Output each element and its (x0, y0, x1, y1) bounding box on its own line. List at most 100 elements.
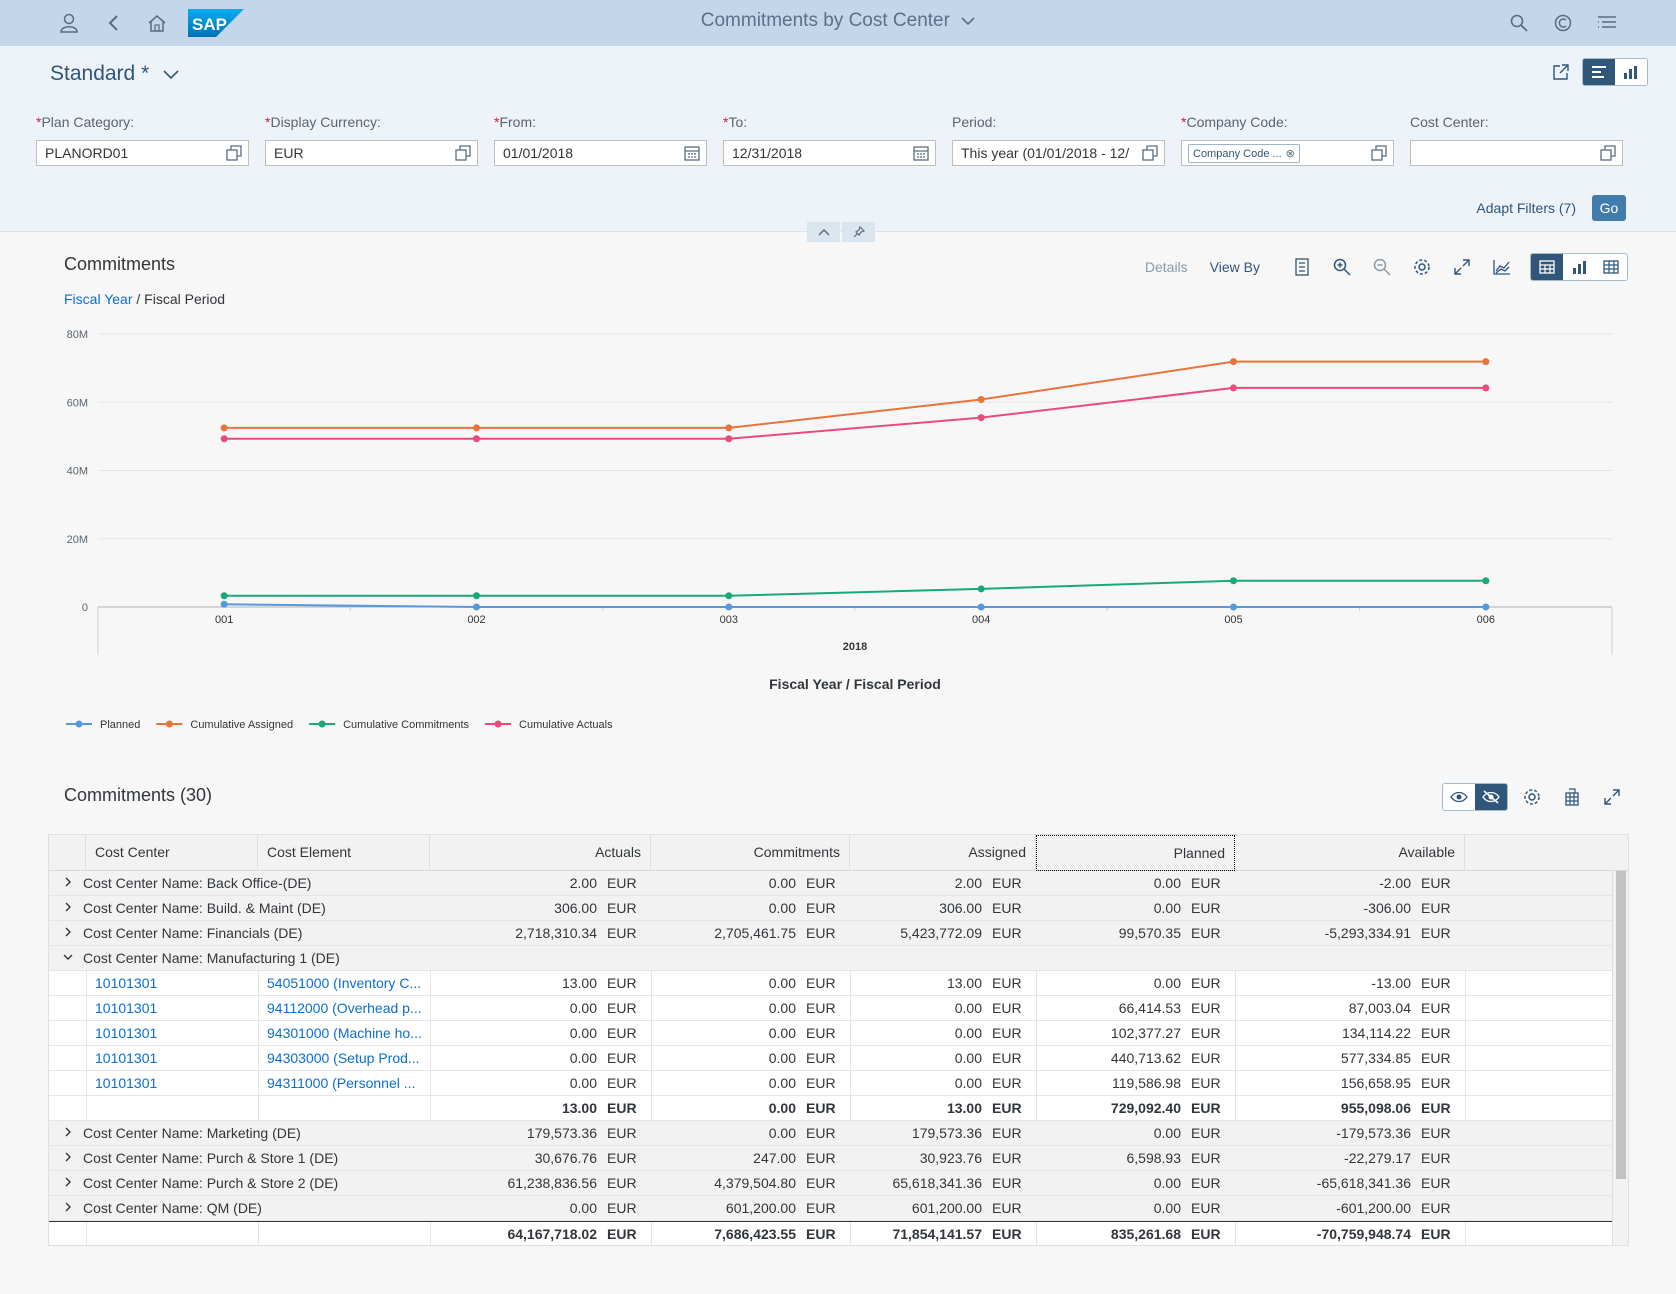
cost-center-link[interactable]: 10101301 (95, 1050, 158, 1066)
column-header-assigned[interactable]: Assigned (850, 835, 1036, 871)
zoom-in-icon[interactable] (1322, 254, 1362, 280)
display-currency-input[interactable]: EUR (265, 140, 478, 166)
group-row[interactable]: Cost Center Name: Purch & Store 1 (DE) 30… (49, 1146, 1612, 1171)
value-help-icon[interactable] (1142, 145, 1158, 161)
subtotal-row[interactable]: 13.00 EUR 0.00 EUR 13.00 EUR 729,092.40 EUR 955,… (49, 1096, 1612, 1121)
value-help-icon[interactable] (1600, 145, 1616, 161)
column-header-commitments[interactable]: Commitments (651, 835, 850, 871)
drill-link-fiscal-year[interactable]: Fiscal Year (64, 291, 133, 307)
expand-chevron-icon[interactable] (61, 900, 75, 914)
group-row[interactable]: Cost Center Name: Build. & Maint (DE) 306… (49, 896, 1612, 921)
group-row[interactable]: Cost Center Name: Back Office-(DE) 2.00 EU… (49, 871, 1612, 896)
group-row[interactable]: Cost Center Name: Financials (DE) 2,718,3… (49, 921, 1612, 946)
zoom-out-icon[interactable] (1362, 254, 1402, 280)
value-help-icon[interactable] (455, 145, 471, 161)
cost-center-link[interactable]: 10101301 (95, 1000, 158, 1016)
collapse-chevron-icon[interactable] (61, 950, 75, 964)
expand-chevron-icon[interactable] (61, 875, 75, 889)
chart-table-view-icon[interactable] (1531, 254, 1563, 280)
assigned-value: 0.00 (954, 1000, 982, 1016)
row-selector-header[interactable] (49, 835, 86, 871)
app-title[interactable]: Commitments by Cost Center (0, 10, 1676, 32)
grand-total-row[interactable]: 64,167,718.02 EUR 7,686,423.55 EUR 71,854,14… (49, 1221, 1612, 1245)
cost-center-link[interactable]: 10101301 (95, 975, 158, 991)
table-only-view-icon[interactable] (1595, 254, 1627, 280)
hide-details-icon[interactable] (1475, 784, 1507, 810)
view-by-button[interactable]: View By (1209, 259, 1260, 275)
calendar-icon[interactable] (684, 145, 700, 161)
export-icon[interactable] (1556, 784, 1588, 810)
cell-divider (1465, 996, 1466, 1020)
variant-selector[interactable]: Standard * (50, 62, 179, 86)
table-row[interactable]: 10101301 94311000 (Personnel ... 0.00 EUR 0.… (49, 1071, 1612, 1096)
cost-element-link[interactable]: 94112000 (Overhead p... (267, 1000, 422, 1016)
cost-center-link[interactable]: 10101301 (95, 1075, 158, 1091)
show-details-icon[interactable] (1443, 784, 1475, 810)
table-row[interactable]: 10101301 94301000 (Machine ho... 0.00 EUR 0.… (49, 1021, 1612, 1046)
to-date-input[interactable]: 12/31/2018 (723, 140, 936, 166)
column-header-planned[interactable]: Planned (1036, 835, 1235, 871)
currency-label: EUR (992, 1125, 1022, 1141)
cost-element-link[interactable]: 94311000 (Personnel ... (267, 1075, 416, 1091)
scrollbar-thumb[interactable] (1616, 871, 1626, 1179)
cost-element-link[interactable]: 94303000 (Setup Prod... (267, 1050, 420, 1066)
company-code-input[interactable]: Company Code ... ⊗ (1181, 140, 1394, 166)
value-help-icon[interactable] (226, 145, 242, 161)
fullscreen-icon[interactable] (1442, 254, 1482, 280)
company-code-field: *Company Code: Company Code ... ⊗ (1181, 114, 1394, 166)
adapt-filters-button[interactable]: Adapt Filters (7) (1476, 200, 1576, 216)
share-icon[interactable] (1546, 59, 1576, 85)
from-date-input[interactable]: 01/01/2018 (494, 140, 707, 166)
go-button[interactable]: Go (1592, 195, 1626, 221)
value-help-icon[interactable] (1371, 145, 1387, 161)
plan-category-input[interactable]: PLANORD01 (36, 140, 249, 166)
vertical-scrollbar[interactable] (1612, 871, 1628, 1245)
currency-label: EUR (1191, 1200, 1221, 1216)
expand-chevron-icon[interactable] (61, 1150, 75, 1164)
calendar-icon[interactable] (913, 145, 929, 161)
chart-only-view-icon[interactable] (1563, 254, 1595, 280)
details-button[interactable]: Details (1144, 259, 1188, 275)
to-date-value: 12/31/2018 (732, 145, 803, 161)
cost-center-input[interactable] (1410, 140, 1623, 166)
expand-chevron-icon[interactable] (61, 1200, 75, 1214)
company-code-token[interactable]: Company Code ... ⊗ (1188, 144, 1300, 163)
settings-icon[interactable] (1516, 784, 1548, 810)
group-row[interactable]: Cost Center Name: Purch & Store 2 (DE) 61… (49, 1171, 1612, 1196)
column-header-cost-element[interactable]: Cost Element (258, 835, 430, 871)
column-header-available[interactable]: Available (1235, 835, 1465, 871)
user-icon[interactable] (56, 10, 82, 36)
collapse-header-button[interactable] (807, 222, 840, 242)
pin-header-button[interactable] (842, 222, 875, 242)
home-icon[interactable] (144, 10, 170, 36)
group-label: Cost Center Name: QM (DE) (83, 1200, 262, 1216)
table-row[interactable]: 10101301 54051000 (Inventory C... 13.00 EUR… (49, 971, 1612, 996)
search-icon[interactable] (1506, 10, 1532, 36)
table-row[interactable]: 10101301 94112000 (Overhead p... 0.00 EUR 0.… (49, 996, 1612, 1021)
cost-element-link[interactable]: 94301000 (Machine ho... (267, 1025, 422, 1041)
back-icon[interactable] (100, 10, 126, 36)
expand-chevron-icon[interactable] (61, 1175, 75, 1189)
copilot-icon[interactable] (1550, 10, 1576, 36)
group-row[interactable]: Cost Center Name: Marketing (DE) 179,573.… (49, 1121, 1612, 1146)
settings-icon[interactable] (1402, 254, 1442, 280)
cost-element-link[interactable]: 54051000 (Inventory C... (267, 975, 422, 991)
fullscreen-icon[interactable] (1596, 784, 1628, 810)
chart-view-icon[interactable] (1615, 59, 1647, 85)
expand-chevron-icon[interactable] (61, 925, 75, 939)
cost-center-link[interactable]: 10101301 (95, 1025, 158, 1041)
notifications-icon[interactable] (1594, 10, 1620, 36)
legend-icon[interactable] (1282, 254, 1322, 280)
chart-type-icon[interactable] (1482, 254, 1522, 280)
column-header-cost-center[interactable]: Cost Center (86, 835, 258, 871)
expand-chevron-icon[interactable] (61, 1125, 75, 1139)
remove-token-icon[interactable]: ⊗ (1285, 148, 1295, 160)
group-row[interactable]: Cost Center Name: Manufacturing 1 (DE) (49, 946, 1612, 971)
table-row[interactable]: 10101301 94303000 (Setup Prod... 0.00 EUR 0.… (49, 1046, 1612, 1071)
group-row[interactable]: Cost Center Name: QM (DE) 0.00 EUR 601,200.… (49, 1196, 1612, 1221)
sap-logo[interactable]: SAP (188, 9, 244, 37)
period-input[interactable]: This year (01/01/2018 - 12/ (952, 140, 1165, 166)
currency-label: EUR (1191, 1100, 1221, 1116)
hybrid-view-icon[interactable] (1583, 59, 1615, 85)
column-header-actuals[interactable]: Actuals (430, 835, 651, 871)
